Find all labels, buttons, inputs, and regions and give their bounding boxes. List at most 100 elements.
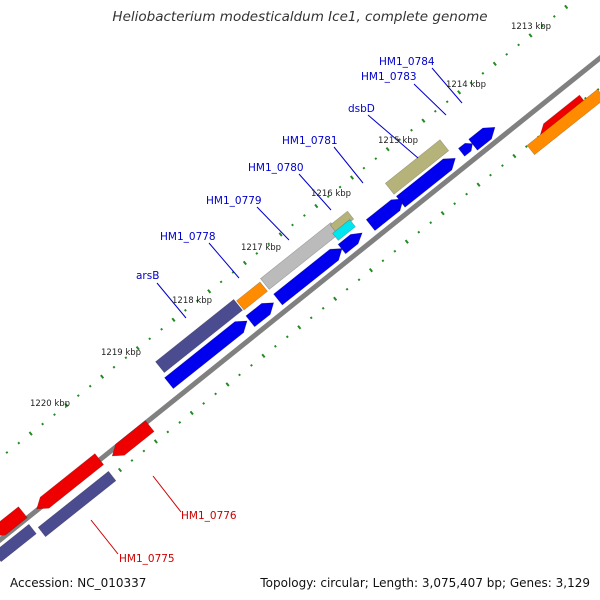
gc-dot bbox=[5, 451, 9, 454]
gene-label[interactable]: HM1_0778 bbox=[160, 231, 216, 243]
tick-label: 1220 kbp bbox=[30, 399, 70, 409]
feature-bar[interactable] bbox=[395, 157, 456, 208]
gc-dot bbox=[368, 268, 374, 273]
feature-bar[interactable] bbox=[36, 453, 105, 510]
tick-label: 1217 kbp bbox=[241, 243, 281, 253]
tick-label: 1214 kbp bbox=[446, 80, 486, 90]
label-leader-line bbox=[152, 475, 182, 513]
gc-dot bbox=[124, 356, 128, 360]
gc-dot bbox=[476, 182, 481, 187]
gc-dot bbox=[505, 52, 509, 56]
gc-dot bbox=[64, 402, 69, 408]
gc-dot bbox=[381, 259, 385, 263]
gc-dot bbox=[148, 337, 152, 341]
feature-bar[interactable] bbox=[164, 320, 248, 390]
gc-dot bbox=[362, 166, 366, 170]
gc-dot bbox=[160, 327, 164, 331]
gc-dot bbox=[189, 410, 194, 416]
gc-dot bbox=[285, 335, 289, 339]
feature-bar[interactable] bbox=[0, 523, 37, 563]
feature-bar[interactable] bbox=[0, 506, 28, 536]
feature-bar[interactable] bbox=[457, 142, 473, 157]
gc-dot bbox=[489, 173, 492, 177]
gc-dot bbox=[440, 210, 445, 216]
gc-dot bbox=[261, 353, 266, 359]
label-leader-line bbox=[298, 173, 332, 211]
gc-dot bbox=[457, 90, 462, 95]
gc-dot bbox=[445, 100, 449, 104]
tick-label: 1218 kbp bbox=[172, 296, 212, 306]
gc-dot bbox=[326, 195, 330, 198]
gc-dot bbox=[242, 260, 247, 266]
feature-bar[interactable] bbox=[245, 302, 275, 328]
feature-bar[interactable] bbox=[37, 470, 117, 538]
gc-dot bbox=[219, 280, 223, 284]
gene-label[interactable]: arsB bbox=[136, 270, 159, 282]
gc-dot bbox=[302, 214, 306, 217]
feature-bar[interactable] bbox=[526, 88, 600, 156]
gene-label[interactable]: dsbD bbox=[348, 103, 375, 115]
feature-bar[interactable] bbox=[384, 139, 450, 195]
map-title: Heliobacterium modesticaldum Ice1, compl… bbox=[112, 9, 488, 25]
gc-dot bbox=[100, 374, 105, 379]
gc-dot bbox=[214, 392, 218, 396]
gc-dot bbox=[321, 306, 325, 310]
gc-dot bbox=[195, 299, 199, 303]
gc-dot bbox=[333, 296, 338, 301]
gene-label[interactable]: HM1_0776 bbox=[181, 510, 237, 522]
feature-bar[interactable] bbox=[468, 126, 496, 151]
gc-dot bbox=[130, 459, 134, 462]
label-leader-line bbox=[367, 114, 419, 159]
feature-bar[interactable] bbox=[111, 420, 155, 457]
gene-label[interactable]: HM1_0784 bbox=[379, 56, 435, 68]
gene-label[interactable]: HM1_0779 bbox=[206, 195, 262, 207]
gc-dot bbox=[17, 441, 21, 445]
gene-label[interactable]: HM1_0781 bbox=[282, 135, 338, 147]
feature-bar[interactable] bbox=[155, 298, 243, 374]
gc-dot bbox=[225, 382, 230, 387]
gc-dot bbox=[309, 316, 313, 320]
gc-dot bbox=[404, 239, 409, 244]
gc-dot bbox=[314, 203, 319, 209]
gc-dot bbox=[345, 287, 349, 291]
gc-dot bbox=[112, 365, 116, 369]
gc-dot bbox=[135, 346, 140, 351]
gc-dot bbox=[297, 325, 302, 330]
gc-dot bbox=[117, 467, 123, 473]
feature-bar[interactable] bbox=[273, 248, 343, 306]
gene-labels: HM1_0784 HM1_0783 dsbD HM1_0781 HM1_0780 HM1_… bbox=[119, 56, 435, 565]
label-leader-line bbox=[90, 519, 119, 555]
gc-dot bbox=[178, 421, 182, 424]
feature-bar[interactable] bbox=[332, 219, 356, 241]
gc-dot bbox=[393, 249, 397, 253]
accession-text: Accession: NC_010337 bbox=[10, 576, 147, 590]
gc-dot bbox=[540, 24, 544, 28]
label-leader-line bbox=[333, 146, 364, 184]
gene-label[interactable]: HM1_0780 bbox=[248, 162, 304, 174]
label-leader-lines bbox=[90, 67, 463, 555]
gc-dot bbox=[273, 344, 277, 348]
gc-dot bbox=[429, 221, 433, 225]
feature-bar[interactable] bbox=[365, 198, 404, 232]
gc-dot bbox=[153, 439, 158, 444]
tick-label: 1216 kbp bbox=[311, 189, 351, 199]
gc-dot bbox=[349, 175, 355, 180]
feature-bar[interactable] bbox=[337, 232, 363, 255]
gene-label[interactable]: HM1_0783 bbox=[361, 71, 417, 83]
gc-dot bbox=[255, 252, 259, 255]
gc-dot bbox=[207, 289, 212, 294]
gc-dot bbox=[76, 394, 80, 398]
gc-dot bbox=[421, 118, 426, 123]
feature-bar[interactable] bbox=[236, 281, 268, 311]
gene-label[interactable]: HM1_0775 bbox=[119, 553, 175, 565]
gc-dot bbox=[374, 157, 378, 161]
gc-dot bbox=[250, 363, 253, 367]
gc-dot bbox=[564, 4, 569, 10]
gc-dot bbox=[291, 223, 294, 227]
gc-dot bbox=[481, 71, 485, 75]
feature-bar[interactable] bbox=[329, 210, 355, 234]
gc-dot bbox=[433, 109, 437, 113]
gc-dot bbox=[492, 61, 497, 67]
tick-label: 1219 kbp bbox=[101, 348, 141, 358]
